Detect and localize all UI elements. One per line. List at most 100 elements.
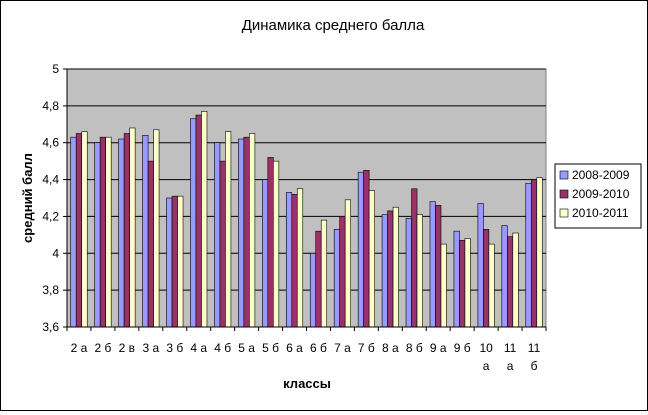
x-tick-label: 5 б [262, 341, 279, 355]
bar-2010-2011-14 [416, 214, 423, 328]
y-tick-label: 3,8 [42, 283, 59, 297]
legend: 2008-2009 2009-2010 2010-2011 [554, 163, 642, 229]
bar-2010-2011-6 [225, 131, 232, 328]
bar-2010-2011-13 [392, 206, 399, 328]
y-tick-label: 5 [52, 62, 59, 76]
bar-2008-2009-5 [190, 118, 197, 328]
bar-2008-2009-12 [357, 171, 364, 328]
x-tick-label: 4 а [190, 341, 207, 355]
x-tick-label: 2 б [94, 341, 111, 355]
bar-2008-2009-17 [477, 203, 484, 328]
bar-2010-2011-1 [105, 136, 112, 328]
x-tick-label: 7 а [334, 341, 351, 355]
bar-2009-2010-10 [315, 230, 322, 328]
bar-2008-2009-19 [525, 182, 532, 328]
legend-swatch [559, 170, 569, 180]
bar-2008-2009-8 [262, 179, 269, 328]
bar-2010-2011-12 [368, 190, 375, 328]
bar-2010-2011-11 [344, 199, 351, 328]
x-tick-label: 9 а [430, 341, 447, 355]
bar-2009-2010-7 [243, 136, 250, 328]
bar-2008-2009-15 [429, 201, 436, 328]
bar-2009-2010-11 [339, 216, 346, 328]
bar-2010-2011-9 [296, 188, 304, 328]
chart-title: Динамика среднего балла [242, 17, 425, 34]
bar-2009-2010-14 [411, 188, 418, 328]
bar-2010-2011-18 [512, 232, 519, 328]
bar-2009-2010-9 [291, 194, 298, 328]
bar-2009-2010-16 [459, 240, 466, 328]
bar-2010-2011-8 [273, 160, 280, 328]
y-axis-tick-labels: 3,6 3,8 4 4,2 4,4 4,6 4,8 5 [42, 62, 67, 334]
bar-2009-2010-1 [99, 136, 106, 328]
x-tick-label: 5 а [238, 341, 255, 355]
x-tick-label: 8 а [382, 341, 399, 355]
legend-swatch [559, 208, 569, 218]
bar-2010-2011-2 [129, 127, 136, 328]
x-tick-label: 3 б [166, 341, 183, 355]
bar-2010-2011-15 [440, 243, 447, 328]
x-tick-label: 6 а [286, 341, 303, 355]
y-tick-label: 3,6 [42, 320, 59, 334]
plot-area [66, 68, 547, 328]
bar-2009-2010-12 [363, 170, 370, 328]
x-tick-label: 2 а [71, 341, 88, 355]
x-tick-label: а [483, 359, 490, 373]
x-tick-label: б [531, 359, 538, 373]
bar-2009-2010-18 [507, 236, 514, 328]
bar-2009-2010-15 [435, 205, 442, 328]
y-tick-label: 4,6 [42, 136, 59, 150]
y-tick-label: 4,2 [42, 209, 59, 223]
bar-2010-2011-17 [488, 243, 495, 328]
bar-2009-2010-0 [75, 133, 83, 328]
x-tick-label: 2 в [119, 341, 135, 355]
legend-label: 2008-2009 [572, 168, 630, 182]
x-tick-label: 10 [479, 341, 493, 355]
bar-2009-2010-17 [483, 229, 490, 328]
legend-label: 2009-2010 [572, 187, 630, 201]
x-tick-label: 3 а [142, 341, 159, 355]
y-tick-label: 4 [52, 246, 59, 260]
bar-2009-2010-6 [219, 160, 226, 328]
bar-2009-2010-19 [530, 179, 538, 328]
bar-2008-2009-1 [94, 142, 101, 328]
bar-2008-2009-9 [285, 192, 293, 328]
x-axis-tick-labels: 2 а 2 б 2 в 3 а 3 б 4 а 4 б 5 а 5 б 6 а 6 б 7 а 7 б 8… [66, 327, 547, 373]
x-tick-label: 4 б [214, 341, 231, 355]
bar-2008-2009-6 [214, 142, 221, 328]
bar-2008-2009-4 [166, 197, 173, 328]
bar-2009-2010-4 [171, 195, 178, 328]
bar-2009-2010-3 [147, 160, 154, 328]
bars-group [70, 111, 543, 328]
x-tick-label: 11 [528, 341, 541, 355]
bar-2010-2011-3 [153, 129, 160, 328]
bar-2008-2009-14 [405, 217, 412, 328]
bar-2010-2011-7 [249, 133, 256, 328]
x-tick-label: 8 б [406, 341, 423, 355]
bar-2008-2009-3 [142, 135, 149, 328]
x-axis-label: классы [283, 376, 331, 391]
bar-2008-2009-13 [381, 214, 388, 328]
bar-2008-2009-11 [333, 229, 340, 328]
bar-2008-2009-10 [309, 252, 317, 328]
bar-2010-2011-19 [536, 177, 543, 328]
x-tick-label: 6 б [310, 341, 327, 355]
bar-2008-2009-2 [118, 138, 125, 328]
legend-box [554, 163, 642, 229]
legend-label: 2010-2011 [572, 206, 629, 220]
x-tick-label: а [507, 359, 514, 373]
x-tick-label: 7 б [358, 341, 375, 355]
y-tick-label: 4,8 [42, 99, 59, 113]
bar-2010-2011-10 [320, 219, 328, 328]
bar-2009-2010-2 [123, 133, 130, 328]
bar-2008-2009-18 [501, 225, 508, 328]
bar-2010-2011-0 [81, 131, 88, 328]
bar-2008-2009-7 [238, 138, 245, 328]
bar-2010-2011-5 [201, 111, 208, 328]
y-tick-label: 4,4 [42, 173, 59, 187]
bar-2008-2009-0 [70, 136, 77, 328]
bar-2008-2009-16 [453, 230, 460, 328]
bar-2010-2011-16 [464, 238, 471, 328]
